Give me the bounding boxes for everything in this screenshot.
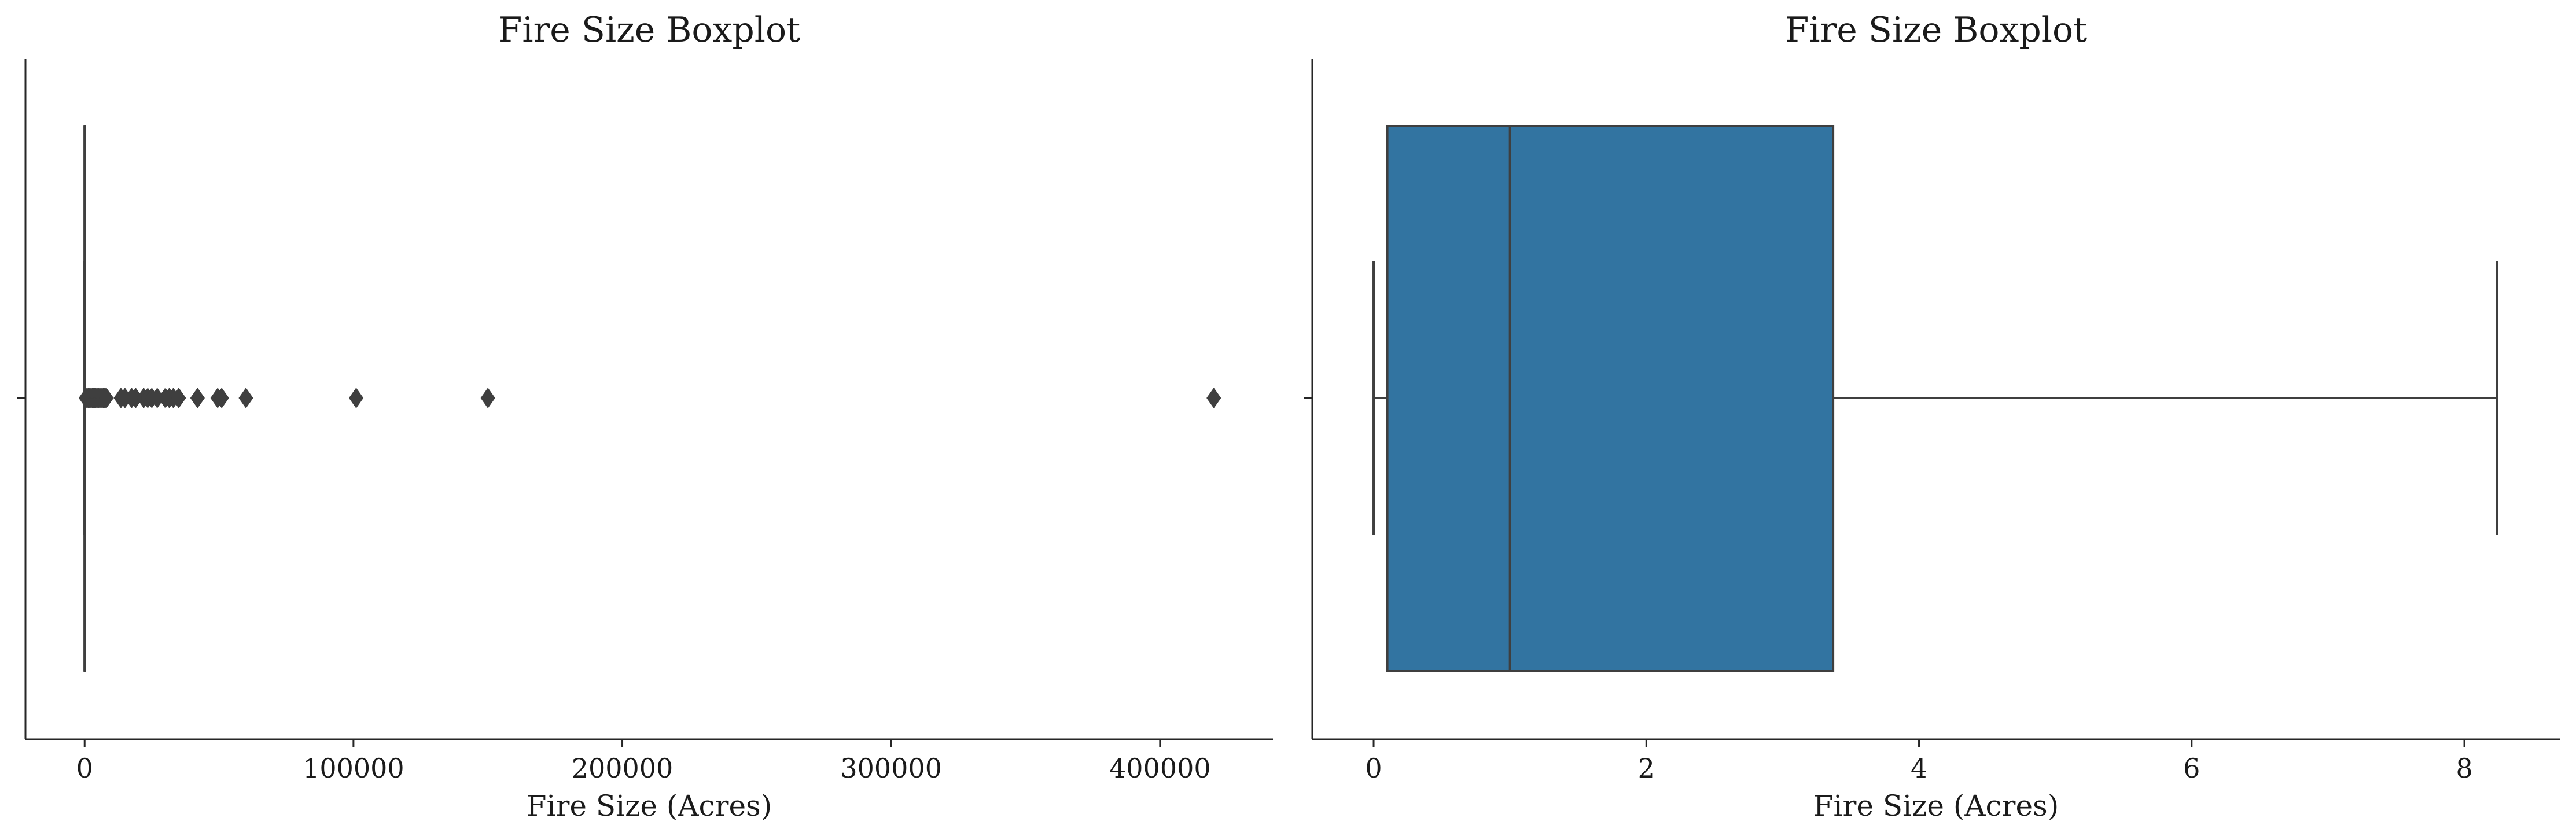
right-x-tick-label: 8 — [2456, 753, 2472, 784]
right-boxplot — [1372, 125, 2498, 672]
right-x-tick-label: 4 — [1911, 753, 1927, 784]
right-box-iqr — [1386, 125, 1835, 672]
left-x-tick-label: 400000 — [1109, 753, 1211, 784]
left-outlier-point — [171, 388, 186, 408]
left-chart-title: Fire Size Boxplot — [498, 10, 800, 50]
right-x-axis-label: Fire Size (Acres) — [1813, 789, 2059, 823]
left-outlier-point — [214, 388, 229, 408]
right-chart-title: Fire Size Boxplot — [1785, 10, 2087, 50]
left-x-ticks: 0 100000 200000 300000 400000 — [76, 739, 1211, 784]
left-outlier-point — [99, 388, 114, 408]
left-x-axis-label: Fire Size (Acres) — [527, 789, 772, 823]
right-x-tick-label: 2 — [1638, 753, 1655, 784]
left-outlier-point — [480, 388, 495, 408]
left-outlier-point — [1206, 388, 1221, 408]
left-x-tick-label: 200000 — [572, 753, 674, 784]
right-x-tick-label: 6 — [2183, 753, 2200, 784]
left-chart: Fire Size Boxplot 0 100000 200000 300000 400… — [17, 10, 1273, 823]
left-outlier-point — [348, 388, 364, 408]
right-x-ticks: 0 2 4 6 8 — [1365, 739, 2473, 784]
right-chart: Fire Size Boxplot 0 2 4 6 8 Fire Size (Acres… — [1304, 10, 2560, 823]
left-outlier-point — [190, 388, 205, 408]
left-outliers — [78, 388, 1221, 408]
left-x-tick-label: 300000 — [840, 753, 942, 784]
left-outlier-point — [238, 388, 253, 408]
right-x-tick-label: 0 — [1365, 753, 1382, 784]
left-x-tick-label: 100000 — [303, 753, 404, 784]
left-x-tick-label: 0 — [76, 753, 93, 784]
